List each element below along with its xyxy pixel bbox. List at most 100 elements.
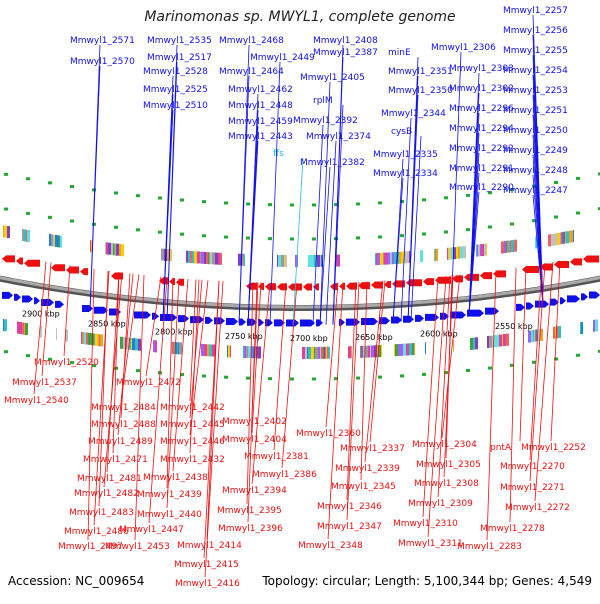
reverse-leader-line bbox=[204, 281, 224, 578]
marker-tick bbox=[136, 194, 140, 198]
reverse-gene-label: Mmwyl1_2440 bbox=[137, 510, 202, 520]
forward-cog-block bbox=[394, 344, 395, 357]
reverse-gene-label: Mmwyl1_2537 bbox=[12, 378, 77, 388]
forward-gene-label: Mmwyl1_2405 bbox=[300, 73, 365, 83]
reverse-cog-block bbox=[570, 230, 573, 243]
forward-gene bbox=[589, 291, 600, 299]
reverse-cog-block bbox=[238, 253, 241, 266]
forward-gene bbox=[239, 318, 246, 326]
reverse-leader-line bbox=[519, 266, 527, 442]
forward-cog-block bbox=[258, 346, 261, 359]
reverse-leader-line bbox=[120, 274, 140, 402]
forward-gene bbox=[22, 295, 33, 303]
reverse-gene-label: Mmwyl1_2439 bbox=[137, 490, 202, 500]
forward-cog-block bbox=[172, 341, 174, 354]
forward-gene-label: Mmwyl1_2374 bbox=[306, 132, 371, 142]
forward-cog-block bbox=[320, 346, 321, 359]
reverse-leader-line bbox=[148, 277, 168, 524]
marker-tick bbox=[224, 375, 228, 379]
reverse-leader-line bbox=[63, 265, 71, 357]
forward-cog-block bbox=[365, 345, 368, 358]
forward-cog-block bbox=[98, 334, 99, 347]
reverse-cog-block bbox=[463, 246, 466, 259]
marker-tick bbox=[444, 230, 448, 234]
marker-tick bbox=[114, 225, 118, 229]
reverse-cog-block bbox=[190, 250, 192, 263]
forward-cog-block bbox=[470, 337, 473, 350]
reverse-cog-block bbox=[560, 232, 561, 245]
forward-leader-line bbox=[312, 124, 324, 325]
reverse-cog-block bbox=[557, 232, 560, 245]
reverse-cog-block bbox=[49, 233, 51, 246]
forward-cog-block bbox=[305, 346, 307, 359]
reverse-cog-block bbox=[208, 252, 209, 265]
reverse-cog-block bbox=[313, 254, 314, 267]
forward-cog-block bbox=[212, 344, 215, 357]
forward-cog-block bbox=[251, 346, 253, 359]
reverse-cog-block bbox=[561, 232, 562, 245]
forward-cog-block bbox=[487, 335, 489, 348]
forward-cog-block bbox=[22, 322, 24, 335]
reverse-leader-line bbox=[273, 282, 287, 451]
forward-cog-block bbox=[528, 330, 531, 343]
reverse-cog-block bbox=[57, 235, 59, 248]
reverse-cog-block bbox=[285, 254, 287, 267]
marker-tick bbox=[92, 364, 96, 368]
marker-tick bbox=[114, 191, 118, 195]
reverse-gene-label: Mmwyl1_2271 bbox=[500, 483, 565, 493]
reverse-cog-block bbox=[436, 248, 438, 261]
reverse-gene bbox=[583, 255, 599, 263]
reverse-cog-block bbox=[113, 243, 114, 256]
reverse-cog-block bbox=[188, 250, 190, 263]
genome-info-text: Topology: circular; Length: 5,100,344 bp… bbox=[262, 574, 592, 588]
forward-leader-line bbox=[468, 191, 480, 316]
marker-tick bbox=[312, 203, 316, 207]
forward-cog-block bbox=[4, 319, 7, 332]
forward-gene-label: Mmwyl1_2510 bbox=[143, 101, 208, 111]
forward-cog-block bbox=[323, 346, 324, 359]
forward-gene bbox=[526, 302, 534, 310]
forward-gene-label: Mmwyl1_2449 bbox=[250, 53, 315, 63]
marker-tick bbox=[246, 376, 250, 380]
forward-leader-line bbox=[332, 56, 344, 325]
marker-tick bbox=[400, 374, 404, 378]
forward-cog-block bbox=[537, 329, 540, 342]
marker-tick bbox=[576, 176, 580, 180]
reverse-cog-block bbox=[26, 229, 27, 242]
marker-tick bbox=[334, 203, 338, 207]
marker-tick bbox=[356, 376, 360, 380]
marker-tick bbox=[268, 237, 272, 241]
reverse-cog-block bbox=[114, 243, 115, 256]
reverse-cog-block bbox=[314, 254, 317, 267]
forward-cog-block bbox=[531, 330, 533, 343]
forward-cog-block bbox=[534, 329, 535, 342]
reverse-cog-block bbox=[115, 243, 116, 256]
marker-tick bbox=[180, 232, 184, 236]
marker-tick bbox=[202, 374, 206, 378]
map-title: Marinomonas sp. MWYL1, complete genome bbox=[144, 9, 456, 25]
reverse-cog-block bbox=[3, 225, 4, 238]
marker-tick bbox=[466, 228, 470, 232]
forward-cog-block bbox=[377, 345, 378, 358]
reverse-gene-label: Mmwyl1_2339 bbox=[335, 464, 400, 474]
reverse-cog-block bbox=[91, 240, 93, 253]
reverse-cog-block bbox=[106, 242, 108, 255]
reverse-cog-block bbox=[54, 234, 55, 247]
forward-cog-block bbox=[360, 345, 361, 358]
forward-gene-label: Mmwyl1_2459 bbox=[228, 117, 293, 127]
forward-cog-block bbox=[100, 334, 103, 347]
forward-gene-label: cysB bbox=[391, 127, 412, 137]
forward-gene bbox=[226, 318, 238, 326]
reverse-leader-line bbox=[189, 279, 203, 419]
forward-gene-label: Mmwyl1_2306 bbox=[431, 43, 496, 53]
reverse-gene-label: Mmwyl1_2497 bbox=[58, 542, 123, 552]
forward-leader-line bbox=[166, 61, 178, 320]
reverse-cog-block bbox=[501, 241, 504, 254]
reverse-leader-line bbox=[117, 273, 134, 436]
reverse-cog-block bbox=[206, 252, 208, 265]
reverse-gene-label: Mmwyl1_2347 bbox=[317, 522, 382, 532]
forward-cog-block bbox=[368, 345, 370, 358]
forward-cog-block bbox=[83, 332, 84, 345]
forward-leader-line bbox=[400, 117, 412, 322]
forward-cog-block bbox=[580, 322, 581, 335]
